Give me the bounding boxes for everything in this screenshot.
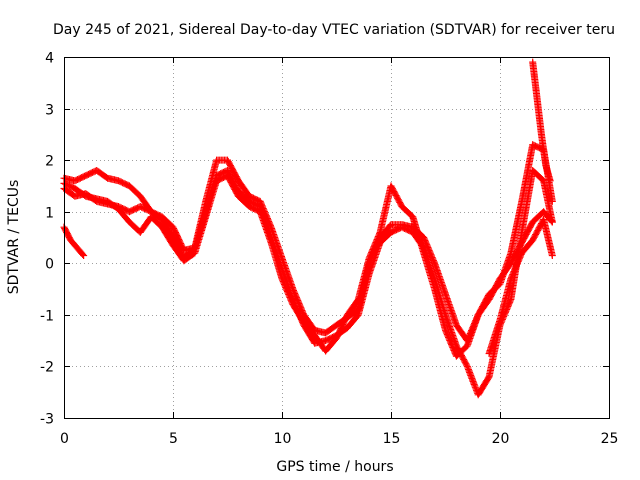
y-tick-label: -3 bbox=[40, 412, 54, 428]
series-track-b bbox=[60, 166, 556, 399]
data-point bbox=[548, 218, 556, 226]
y-tick-label: -1 bbox=[40, 309, 54, 325]
data-point bbox=[548, 197, 556, 205]
x-axis-label: GPS time / hours bbox=[276, 459, 393, 475]
chart-title: Day 245 of 2021, Sidereal Day-to-day VTE… bbox=[53, 22, 615, 38]
series-track-d bbox=[60, 223, 87, 258]
x-tick-label: 10 bbox=[274, 431, 292, 447]
data-point bbox=[547, 217, 555, 225]
x-tick-label: 25 bbox=[601, 431, 619, 447]
grid bbox=[64, 57, 609, 418]
series-track-e bbox=[485, 215, 556, 358]
data-point bbox=[80, 252, 88, 260]
data-point bbox=[548, 252, 556, 260]
series-track-c bbox=[60, 172, 555, 360]
x-tick-label: 5 bbox=[169, 431, 178, 447]
axes: 0 5 10 15 20 25 -3 -2 -1 0 1 2 3 4 bbox=[40, 51, 618, 448]
data-points bbox=[60, 58, 556, 399]
y-tick-label: 1 bbox=[45, 206, 54, 222]
data-point bbox=[506, 297, 514, 305]
plot-frame bbox=[64, 57, 610, 419]
y-tick-label: 3 bbox=[45, 103, 54, 119]
y-tick-label: 0 bbox=[45, 257, 54, 273]
data-point bbox=[375, 230, 383, 238]
series-track-f bbox=[529, 58, 554, 183]
x-tick-label: 15 bbox=[383, 431, 401, 447]
y-tick-label: 4 bbox=[45, 51, 54, 67]
y-tick-label: -2 bbox=[40, 360, 54, 376]
y-axis-label: SDTVAR / TECUs bbox=[6, 180, 22, 295]
x-tick-label: 0 bbox=[60, 431, 69, 447]
data-point bbox=[546, 177, 554, 185]
data-point bbox=[79, 250, 87, 258]
x-tick-label: 20 bbox=[492, 431, 510, 447]
y-tick-label: 2 bbox=[45, 154, 54, 170]
